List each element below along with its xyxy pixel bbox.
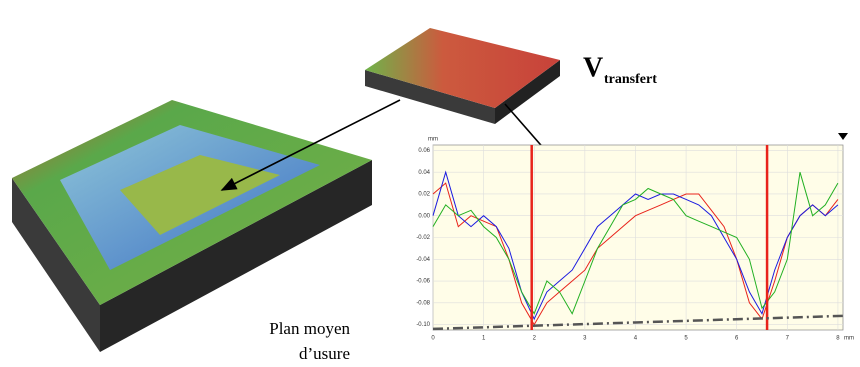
profile-line [432,182,839,326]
transfer-volume-3d [365,28,560,124]
arrow [220,99,401,191]
y-tick-label: -0.08 [416,300,430,306]
y-tick-label: 0.04 [418,170,430,176]
surface-3d [12,100,372,352]
y-tick-label: 0.00 [418,213,430,219]
x-tick-label: 7 [786,336,790,342]
plane-label: Plan moyen [269,319,350,338]
x-unit: mm [844,336,854,342]
volume-subscript: transfert [604,72,657,87]
x-tick-label: 4 [634,336,638,342]
profile-line [432,170,839,321]
y-tick-label: -0.04 [416,257,430,263]
x-tick-label: 8 [836,336,840,342]
y-tick-label: -0.02 [416,235,430,241]
y-tick-label: 0.02 [418,192,430,198]
profile-line [432,172,839,315]
x-tick-label: 6 [735,336,739,342]
y-unit: mm [428,137,438,143]
y-tick-label: 0.06 [418,148,430,154]
mean-plane-line [432,314,844,331]
x-tick-label: 0 [431,336,435,342]
y-tick-label: -0.06 [416,279,430,285]
x-tick-label: 5 [684,336,688,342]
y-tick-label: -0.10 [416,322,430,328]
plane-label: d’usure [299,344,350,363]
x-tick-label: 2 [533,336,537,342]
x-tick-label: 3 [583,336,587,342]
x-tick-label: 1 [482,336,486,342]
marker-triangle [838,133,848,140]
volume-label: V [583,52,603,83]
